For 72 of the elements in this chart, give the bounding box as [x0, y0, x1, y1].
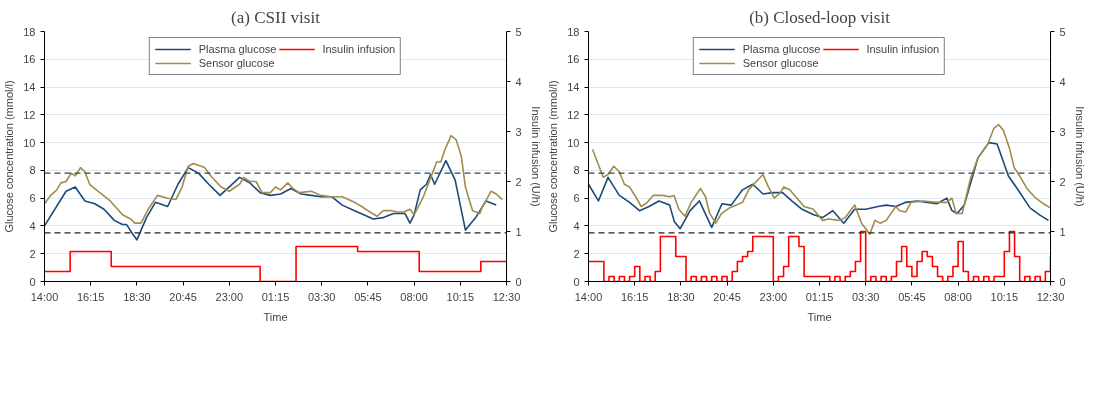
x-axis-title: Time	[263, 310, 288, 323]
y2-tick-label: 0	[515, 275, 522, 288]
y-tick-label: 6	[29, 192, 36, 205]
line-series	[591, 123, 1051, 236]
x-tick-label: 10:15	[446, 290, 475, 303]
y-axis-title: Glucose concentration (mmol/l)	[547, 80, 560, 233]
x-tick-label: 20:45	[713, 290, 741, 303]
chart-title: (a) CSII visit	[231, 7, 321, 27]
line-series	[44, 159, 498, 241]
x-tick-label: 16:15	[76, 290, 105, 303]
x-tick-label: 18:30	[667, 290, 695, 303]
x-tick-label: 14:00	[30, 290, 59, 303]
y-tick-label: 10	[567, 136, 580, 149]
chart-title: (b) Closed-loop visit	[749, 7, 891, 27]
x-axis-title: Time	[807, 310, 832, 323]
y-tick-label: 12	[567, 108, 580, 121]
x-tick-label: 05:45	[354, 290, 382, 303]
y-tick-label: 0	[573, 275, 580, 288]
y-tick-label: 8	[29, 164, 36, 177]
y2-tick-label: 5	[1059, 25, 1066, 38]
y2-axis-title: Insulin infusion (U/h)	[1073, 106, 1086, 207]
y-tick-label: 16	[567, 53, 580, 66]
y-axis-title: Glucose concentration (mmol/l)	[3, 80, 16, 233]
legend-label: Insulin infusion	[322, 43, 396, 55]
x-tick-label: 16:15	[620, 290, 649, 303]
y2-tick-label: 3	[515, 125, 522, 138]
y-tick-label: 8	[573, 164, 580, 177]
y2-tick-label: 5	[515, 25, 522, 38]
y-tick-label: 6	[573, 192, 580, 205]
y-tick-label: 12	[23, 108, 36, 121]
y-tick-label: 10	[23, 136, 36, 149]
y-tick-label: 14	[23, 81, 36, 94]
x-tick-label: 03:30	[851, 290, 880, 303]
y-tick-label: 4	[573, 219, 580, 232]
legend-label: Insulin infusion	[866, 43, 940, 55]
y2-tick-label: 2	[1059, 175, 1066, 188]
y-tick-label: 14	[567, 81, 580, 94]
y-tick-label: 16	[23, 53, 36, 66]
x-tick-label: 08:00	[400, 290, 428, 303]
x-tick-label: 23:00	[215, 290, 244, 303]
x-tick-label: 01:15	[805, 290, 834, 303]
y-tick-label: 2	[573, 247, 580, 260]
x-tick-label: 20:45	[169, 290, 197, 303]
x-tick-label: 01:15	[261, 290, 290, 303]
legend-label: Plasma glucose	[198, 43, 277, 55]
x-tick-label: 23:00	[759, 290, 788, 303]
x-tick-label: 18:30	[123, 290, 151, 303]
x-tick-label: 08:00	[944, 290, 972, 303]
y-tick-label: 18	[23, 25, 36, 38]
x-tick-label: 03:30	[307, 290, 336, 303]
y2-tick-label: 3	[1059, 125, 1066, 138]
y2-tick-label: 4	[1059, 75, 1066, 88]
y-tick-label: 2	[29, 247, 36, 260]
legend-label: Plasma glucose	[742, 43, 821, 55]
x-tick-label: 10:15	[990, 290, 1019, 303]
y-tick-label: 4	[29, 219, 36, 232]
legend-label: Sensor glucose	[742, 57, 819, 69]
x-tick-label: 14:00	[574, 290, 603, 303]
x-tick-label: 05:45	[898, 290, 926, 303]
x-tick-label: 12:30	[1036, 290, 1065, 303]
y2-tick-label: 2	[515, 175, 522, 188]
legend-label: Sensor glucose	[198, 57, 275, 69]
line-series	[588, 141, 1050, 230]
y2-tick-label: 0	[1059, 275, 1066, 288]
x-tick-label: 12:30	[492, 290, 521, 303]
y2-tick-label: 4	[515, 75, 522, 88]
y2-axis-title: Insulin infusion (U/h)	[529, 106, 542, 207]
line-series	[44, 134, 504, 224]
y2-tick-label: 1	[1059, 225, 1066, 238]
y-tick-label: 18	[567, 25, 580, 38]
y2-tick-label: 1	[515, 225, 522, 238]
y-tick-label: 0	[29, 275, 36, 288]
